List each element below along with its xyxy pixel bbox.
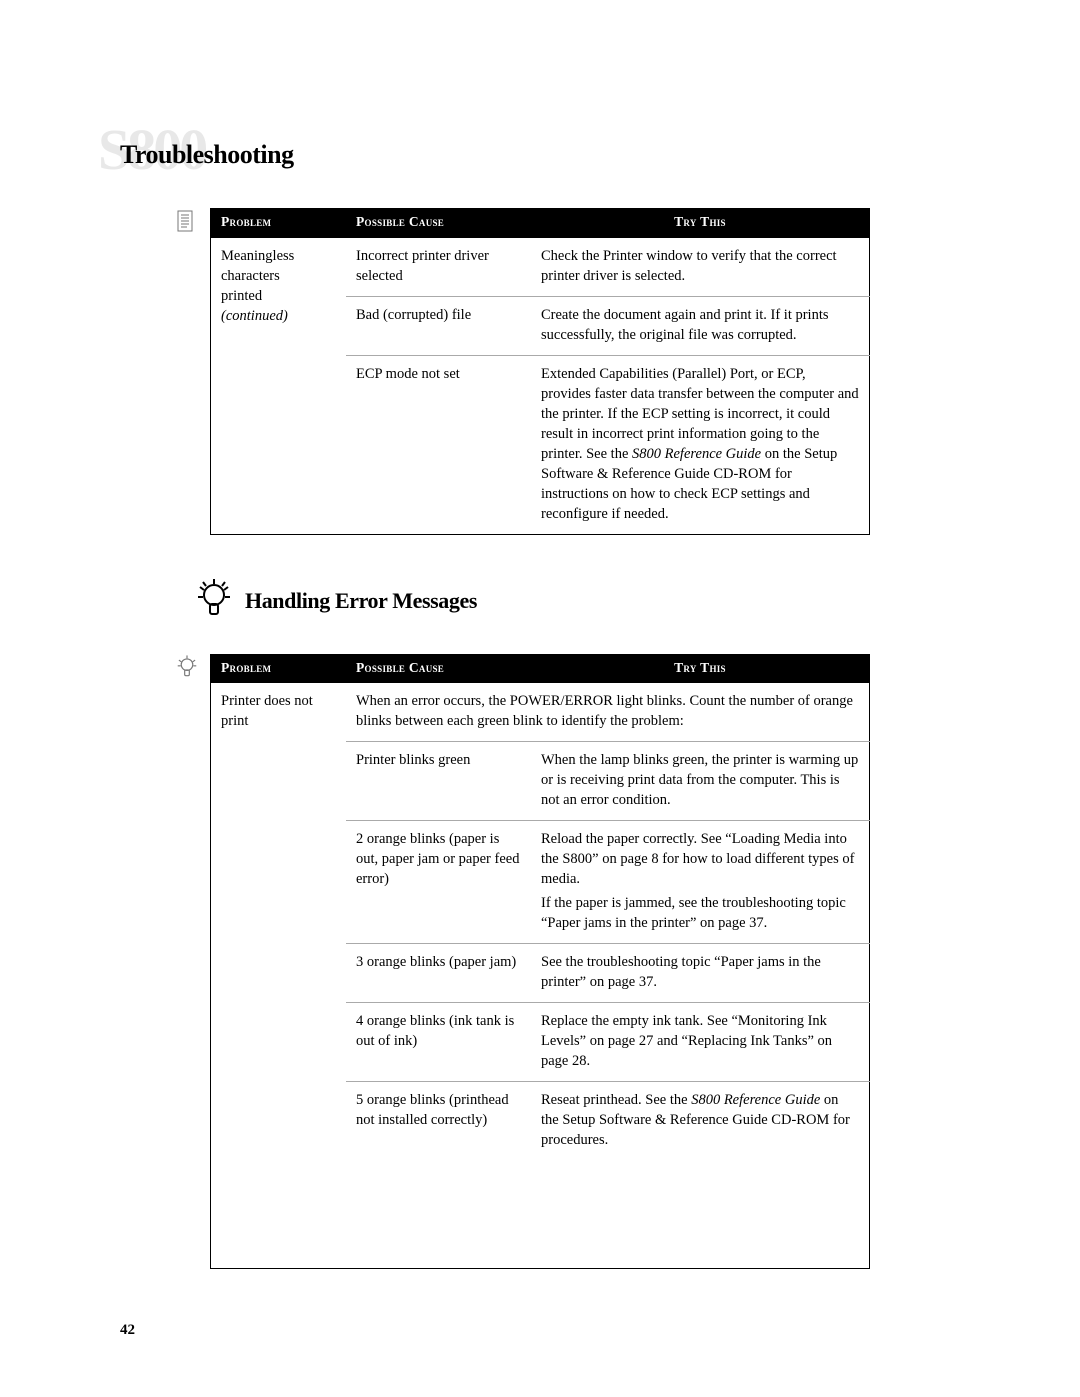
try-text-a: Reseat printhead. See the — [541, 1092, 691, 1108]
reference-title: S800 Reference Guide — [632, 446, 761, 462]
header-try: Try This — [531, 654, 870, 683]
intro-cell: When an error occurs, the POWER/ERROR li… — [346, 683, 870, 742]
cause-cell: 4 orange blinks (ink tank is out of ink) — [346, 1003, 531, 1082]
problem-cell: Printer does not print — [211, 683, 347, 1269]
chapter-title-text: Troubleshooting — [120, 140, 294, 169]
section-heading-row: Handling Error Messages — [195, 577, 960, 626]
section-heading: Handling Error Messages — [245, 588, 477, 614]
cause-cell: 5 orange blinks (printhead not installed… — [346, 1082, 531, 1161]
try-cell: Replace the empty ink tank. See “Monitor… — [531, 1003, 870, 1082]
try-text-a: Reload the paper correctly. See “Loading… — [541, 829, 859, 889]
lightbulb-icon-small — [176, 654, 198, 676]
problem-text-1: Meaningless — [221, 248, 294, 264]
document-icon — [176, 210, 198, 232]
error-messages-table: Problem Possible Cause Try This Printer … — [210, 654, 870, 1270]
error-messages-table-wrap: Problem Possible Cause Try This Printer … — [210, 654, 960, 1270]
try-cell: Reseat printhead. See the S800 Reference… — [531, 1082, 870, 1161]
header-try: Try This — [531, 209, 870, 238]
cause-cell: 2 orange blinks (paper is out, paper jam… — [346, 821, 531, 944]
page-number: 42 — [120, 1322, 135, 1339]
table-row: Meaningless characters printed (continue… — [211, 238, 870, 297]
table-header-row: Problem Possible Cause Try This — [211, 209, 870, 238]
try-cell: Reload the paper correctly. See “Loading… — [531, 821, 870, 944]
problem-continued: (continued) — [221, 308, 288, 324]
cause-cell: 3 orange blinks (paper jam) — [346, 944, 531, 1003]
cause-cell: Bad (corrupted) file — [346, 296, 531, 355]
try-text-b: If the paper is jammed, see the troubles… — [541, 893, 859, 933]
reference-title: S800 Reference Guide — [691, 1092, 820, 1108]
table-row: Printer does not print When an error occ… — [211, 683, 870, 742]
page: S800 Troubleshooting Problem Possible Ca… — [0, 0, 1080, 1397]
try-cell: Create the document again and print it. … — [531, 296, 870, 355]
lightbulb-icon — [195, 577, 233, 626]
header-problem: Problem — [211, 654, 347, 683]
header-cause: Possible Cause — [346, 209, 531, 238]
problem-cell: Meaningless characters printed (continue… — [211, 238, 347, 535]
header-cause: Possible Cause — [346, 654, 531, 683]
table-header-row: Problem Possible Cause Try This — [211, 654, 870, 683]
problem-text-3: printed — [221, 288, 262, 304]
spacer-cell — [531, 1160, 870, 1269]
cause-cell: Printer blinks green — [346, 742, 531, 821]
problem-text-2: characters — [221, 268, 280, 284]
troubleshooting-table-1: Problem Possible Cause Try This Meaningl… — [210, 208, 870, 535]
cause-cell: ECP mode not set — [346, 355, 531, 534]
try-cell: Check the Printer window to verify that … — [531, 238, 870, 297]
try-cell: Extended Capabilities (Parallel) Port, o… — [531, 355, 870, 534]
chapter-title: S800 Troubleshooting — [120, 140, 960, 170]
cause-cell: Incorrect printer driver selected — [346, 238, 531, 297]
troubleshooting-table-1-wrap: Problem Possible Cause Try This Meaningl… — [210, 208, 960, 535]
header-problem: Problem — [211, 209, 347, 238]
try-cell: When the lamp blinks green, the printer … — [531, 742, 870, 821]
spacer-cell — [346, 1160, 531, 1269]
try-cell: See the troubleshooting topic “Paper jam… — [531, 944, 870, 1003]
